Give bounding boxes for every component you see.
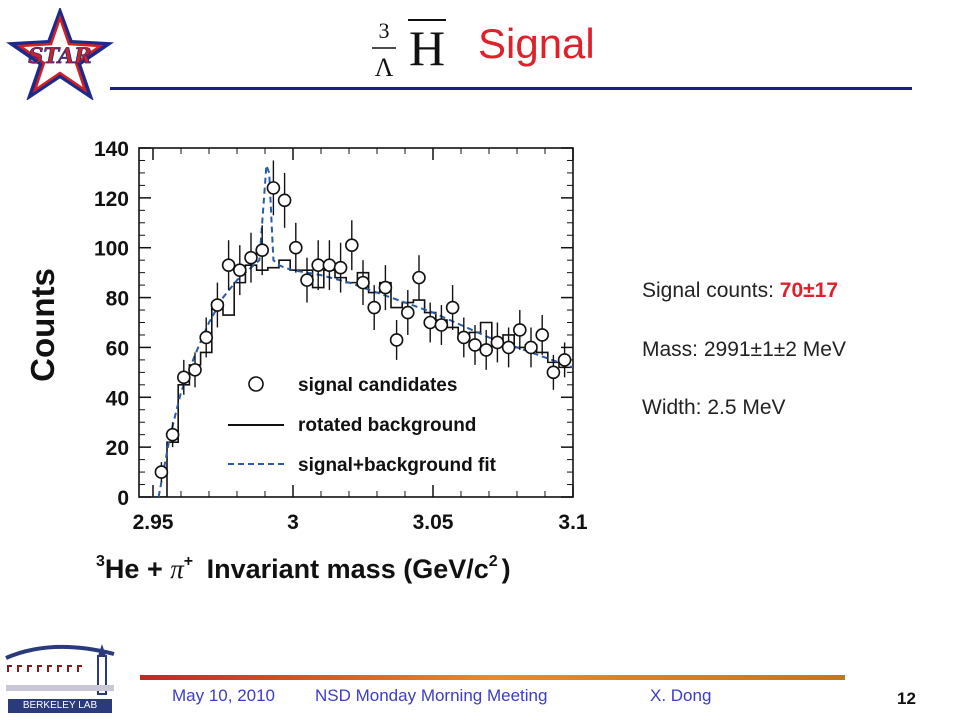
x-label-pi-sup: + xyxy=(184,553,193,570)
signal-candidate-point xyxy=(255,243,269,258)
signal-candidate-point xyxy=(367,300,382,315)
y-tick-label: 40 xyxy=(106,387,129,410)
x-label-close: ) xyxy=(502,554,511,584)
y-axis-label: Counts xyxy=(24,268,61,382)
legend-label: rotated background xyxy=(298,415,476,436)
x-label-he: He xyxy=(105,554,140,584)
plot-frame xyxy=(138,147,574,498)
footer-meeting: NSD Monday Morning Meeting xyxy=(315,686,548,705)
x-tick-label: 3.05 xyxy=(413,511,454,534)
signal-candidate-point xyxy=(300,273,314,287)
footer-author: X. Dong xyxy=(650,686,712,705)
y-tick-label: 140 xyxy=(94,138,129,161)
signal-candidate-point xyxy=(479,343,494,357)
signal-candidate-point xyxy=(277,193,292,208)
signal-candidate-point xyxy=(322,258,337,272)
signal-counts-label: Signal counts: xyxy=(642,279,780,302)
signal-candidate-point xyxy=(456,330,471,345)
signal-candidate-point xyxy=(546,365,561,380)
x-tick-label: 3.1 xyxy=(558,511,588,534)
signal-candidate-point xyxy=(389,333,404,347)
y-tick-label: 20 xyxy=(106,437,129,460)
footer-date: May 10, 2010 xyxy=(172,686,276,705)
signal-candidate-point xyxy=(199,330,213,345)
x-tick-label: 2.95 xyxy=(133,511,174,534)
y-tick-label: 60 xyxy=(106,337,129,360)
width-value: Width: 2.5 MeV xyxy=(642,396,786,419)
signal-candidate-point xyxy=(412,270,426,285)
y-tick-label: 0 xyxy=(117,487,129,510)
signal-candidate-point xyxy=(188,363,202,377)
signal-candidate-point xyxy=(244,250,258,265)
signal-candidate-point xyxy=(512,323,527,337)
y-tick-label: 120 xyxy=(94,188,129,211)
signal-candidate-point xyxy=(524,340,538,355)
x-label-superscript: 3 xyxy=(96,553,105,570)
legend-label: signal candidates xyxy=(298,375,457,396)
x-label-rest: Invariant mass (GeV/c xyxy=(207,554,489,584)
signal-candidate-point xyxy=(311,258,326,272)
legend-marker-signal-candidates xyxy=(248,376,264,392)
x-label-plus: + xyxy=(147,554,163,584)
star-logo: STAR xyxy=(4,6,116,105)
star-logo-text: STAR xyxy=(28,43,91,68)
signal-candidate-point xyxy=(210,298,225,312)
page-title: Signal xyxy=(478,20,595,67)
formula-subscript: Λ xyxy=(375,53,394,82)
signal-background-fit-curve xyxy=(157,165,573,497)
x-label-sq: 2 xyxy=(489,553,498,570)
signal-candidate-point xyxy=(266,181,281,195)
signal-candidate-point xyxy=(490,335,505,350)
x-tick-label: 3 xyxy=(287,511,299,534)
signal-candidate-point xyxy=(468,338,482,352)
signal-candidate-point xyxy=(154,465,169,479)
signal-candidate-point xyxy=(400,305,415,320)
signal-candidate-point xyxy=(423,315,438,330)
signal-counts-value: 70±17 xyxy=(779,279,839,302)
page-number: 12 xyxy=(897,689,916,708)
y-tick-label: 80 xyxy=(106,288,129,311)
berkeley-lab-logo xyxy=(2,636,122,705)
footer-divider xyxy=(140,675,845,680)
formula-superscript: 3 xyxy=(379,18,390,43)
x-axis-label: 3He + π+ Invariant mass (GeV/c2) xyxy=(96,542,511,584)
signal-candidate-point xyxy=(333,260,348,275)
formula-symbol: H xyxy=(409,20,445,76)
legend-label: signal+background fit xyxy=(298,455,497,476)
invariant-mass-chart: Counts 3He + π+ Invariant mass (GeV/c2) … xyxy=(18,128,608,603)
signal-candidate-point xyxy=(445,300,460,315)
signal-candidate-point xyxy=(501,340,516,355)
berkeley-lab-text: BERKELEY LAB xyxy=(8,699,112,713)
signal-candidate-point xyxy=(378,280,393,295)
signal-candidate-point xyxy=(344,238,359,253)
signal-candidate-point xyxy=(434,318,449,332)
y-tick-label: 100 xyxy=(94,238,129,261)
signal-candidate-point xyxy=(288,240,303,255)
signal-candidate-point xyxy=(557,353,572,367)
signal-candidate-point xyxy=(177,370,191,385)
signal-candidate-point xyxy=(233,263,247,277)
title-divider xyxy=(110,87,912,90)
signal-candidate-point xyxy=(535,328,550,342)
signal-counts: Signal counts: 70±17 xyxy=(642,279,838,303)
signal-candidate-point xyxy=(356,275,370,290)
x-label-pi: π xyxy=(170,554,185,584)
signal-candidate-point xyxy=(165,427,180,442)
signal-candidate-point xyxy=(221,258,236,272)
mass-value: Mass: 2991±1±2 MeV xyxy=(642,338,846,361)
title-formula: 3 Λ H xyxy=(366,10,458,88)
